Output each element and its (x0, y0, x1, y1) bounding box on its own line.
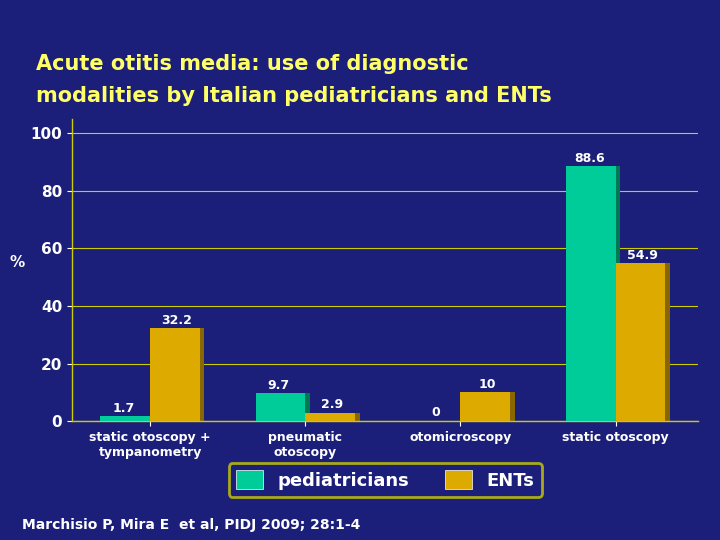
Text: 1.7: 1.7 (112, 402, 135, 415)
Text: 88.6: 88.6 (574, 152, 605, 165)
Bar (261, 393, 310, 421)
Bar (256, 393, 305, 421)
Text: Marchisio P, Mira E  et al, PIDJ 2009; 28:1-4: Marchisio P, Mira E et al, PIDJ 2009; 28… (22, 518, 360, 532)
Text: 32.2: 32.2 (161, 314, 192, 327)
Text: 0: 0 (431, 406, 440, 419)
Text: 2.9: 2.9 (320, 399, 343, 411)
Bar (465, 393, 515, 421)
Legend: pediatricians, ENTs: pediatricians, ENTs (228, 463, 542, 497)
Text: 10: 10 (478, 378, 495, 391)
Bar (105, 416, 155, 421)
Text: 54.9: 54.9 (626, 248, 657, 262)
Bar (101, 416, 150, 421)
Text: 9.7: 9.7 (268, 379, 290, 392)
Bar (155, 328, 204, 421)
Text: modalities by Italian pediatricians and ENTs: modalities by Italian pediatricians and … (36, 86, 552, 106)
Bar (310, 413, 359, 421)
Y-axis label: %: % (9, 255, 24, 270)
Bar (566, 166, 616, 421)
Bar (461, 393, 510, 421)
Bar (150, 328, 199, 421)
Bar (616, 263, 665, 421)
Bar (620, 263, 670, 421)
Bar (305, 413, 355, 421)
Bar (571, 166, 620, 421)
Text: Acute otitis media: use of diagnostic: Acute otitis media: use of diagnostic (36, 54, 469, 74)
